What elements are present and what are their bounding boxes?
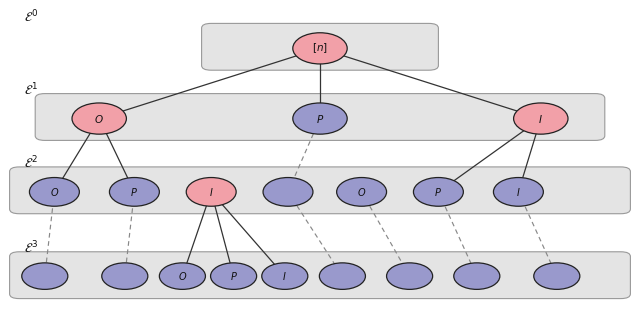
Ellipse shape <box>22 263 68 290</box>
Text: $[n]$: $[n]$ <box>312 41 328 55</box>
FancyBboxPatch shape <box>10 167 630 214</box>
Text: $I$: $I$ <box>209 186 214 198</box>
Ellipse shape <box>454 263 500 290</box>
Ellipse shape <box>513 103 568 134</box>
Ellipse shape <box>387 263 433 290</box>
Ellipse shape <box>293 103 347 134</box>
Text: $P$: $P$ <box>316 113 324 124</box>
Text: $O$: $O$ <box>357 186 366 198</box>
Ellipse shape <box>186 178 236 206</box>
Ellipse shape <box>319 263 365 290</box>
Ellipse shape <box>413 178 463 206</box>
Ellipse shape <box>211 263 257 290</box>
Text: $I$: $I$ <box>516 186 521 198</box>
FancyBboxPatch shape <box>35 94 605 140</box>
Text: $I$: $I$ <box>538 113 543 124</box>
Ellipse shape <box>102 263 148 290</box>
Text: $\mathcal{E}^0$: $\mathcal{E}^0$ <box>24 8 38 25</box>
Text: $\mathcal{E}^2$: $\mathcal{E}^2$ <box>24 155 38 172</box>
FancyBboxPatch shape <box>202 23 438 70</box>
Ellipse shape <box>263 178 313 206</box>
Text: $\mathcal{E}^3$: $\mathcal{E}^3$ <box>24 239 38 256</box>
Ellipse shape <box>293 33 347 64</box>
Text: $O$: $O$ <box>94 113 104 124</box>
Ellipse shape <box>159 263 205 290</box>
FancyBboxPatch shape <box>10 252 630 299</box>
Ellipse shape <box>534 263 580 290</box>
Text: $P$: $P$ <box>230 270 237 282</box>
Ellipse shape <box>337 178 387 206</box>
Text: $\mathcal{E}^1$: $\mathcal{E}^1$ <box>24 82 38 98</box>
Ellipse shape <box>29 178 79 206</box>
Text: $P$: $P$ <box>435 186 442 198</box>
Ellipse shape <box>262 263 308 290</box>
Text: $I$: $I$ <box>282 270 287 282</box>
Ellipse shape <box>109 178 159 206</box>
Text: $O$: $O$ <box>50 186 59 198</box>
Ellipse shape <box>72 103 127 134</box>
Text: $P$: $P$ <box>131 186 138 198</box>
Text: $O$: $O$ <box>178 270 187 282</box>
Ellipse shape <box>493 178 543 206</box>
